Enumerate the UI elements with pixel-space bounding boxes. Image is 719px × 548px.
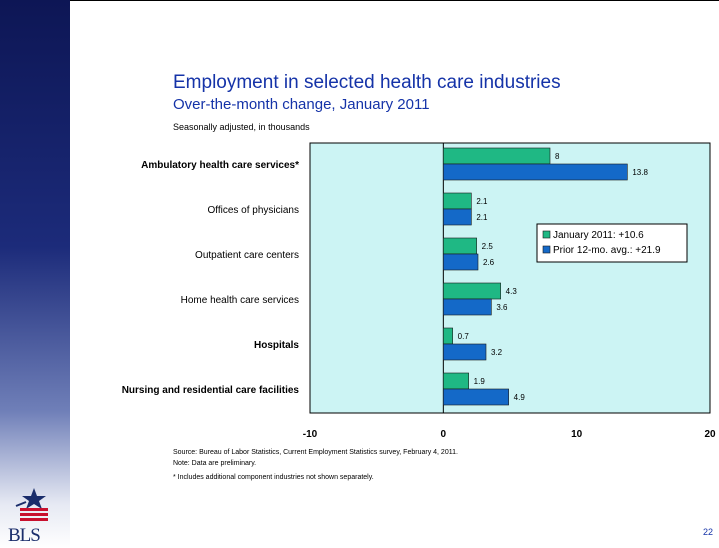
bar [443, 282, 501, 300]
bar [443, 343, 487, 361]
sidebar-band [0, 0, 70, 548]
bar [443, 388, 509, 406]
bar [443, 208, 472, 226]
bar [443, 192, 472, 210]
category-label: Nursing and residential care facilities [122, 385, 300, 396]
legend-box [536, 223, 688, 263]
bls-logo-icon [15, 488, 48, 521]
category-label: Ambulatory health care services* [141, 160, 299, 171]
bar [443, 298, 492, 316]
page-number: 22 [703, 527, 714, 537]
category-label: Outpatient care centers [195, 250, 299, 261]
data-label: 8 [555, 152, 560, 161]
legend-swatch [542, 230, 551, 239]
legend-swatch [542, 245, 551, 254]
data-label: 13.8 [632, 168, 648, 177]
x-tick-label: 10 [571, 429, 583, 440]
data-label: 3.6 [496, 303, 508, 312]
bar [443, 372, 469, 390]
legend-entry: Prior 12-mo. avg.: +21.9 [553, 245, 661, 256]
data-label: 0.7 [458, 332, 470, 341]
chart-notes: Source: Bureau of Labor Statistics, Curr… [173, 447, 458, 483]
source-note: Source: Bureau of Labor Statistics, Curr… [173, 449, 458, 456]
bar [443, 237, 477, 255]
data-label: 2.1 [476, 213, 488, 222]
bar [443, 253, 479, 271]
footnote: * Includes additional component industri… [173, 474, 374, 481]
data-label: 3.2 [491, 348, 503, 357]
chart-title: Employment in selected health care indus… [173, 72, 561, 93]
data-label: 2.1 [476, 197, 488, 206]
bar [443, 147, 551, 165]
data-label: 4.3 [506, 287, 518, 296]
x-tick-label: -10 [303, 429, 318, 440]
unit-note: Seasonally adjusted, in thousands [173, 122, 310, 132]
chart-subtitle: Over-the-month change, January 2011 [173, 96, 430, 113]
data-label: 4.9 [514, 393, 526, 402]
x-tick-label: 0 [441, 429, 447, 440]
category-label: Hospitals [254, 340, 299, 351]
data-label: 1.9 [474, 377, 486, 386]
plot-area [309, 142, 711, 414]
legend-entry: January 2011: +10.6 [553, 230, 644, 241]
data-label: 2.6 [483, 258, 495, 267]
data-label: 2.5 [482, 242, 494, 251]
bar [443, 327, 453, 345]
category-label: Offices of physicians [207, 205, 299, 216]
logo-text: BLS [8, 525, 41, 546]
x-tick-label: 20 [704, 429, 716, 440]
category-label: Home health care services [181, 295, 299, 306]
preliminary-note: Note: Data are preliminary. [173, 460, 257, 467]
bar [443, 163, 628, 181]
